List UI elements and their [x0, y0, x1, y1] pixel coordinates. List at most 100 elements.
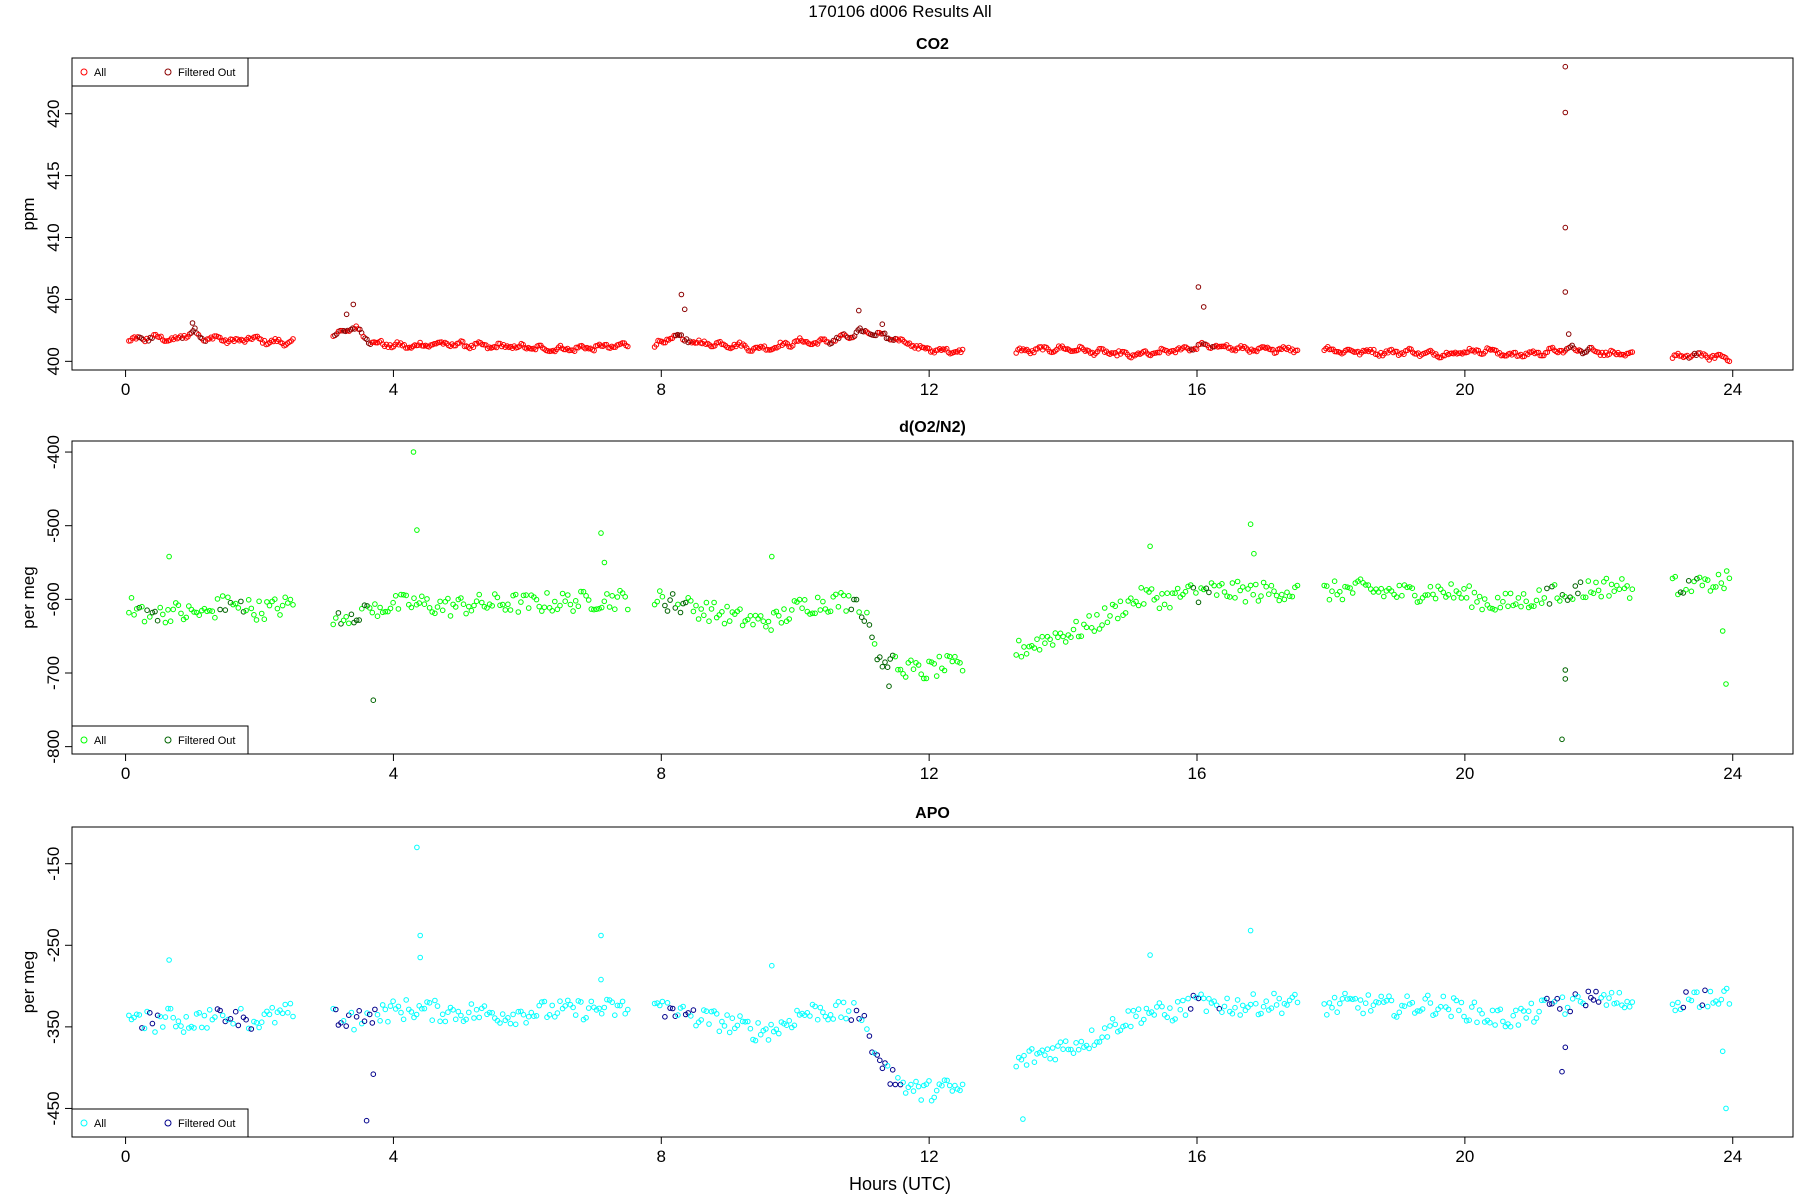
data-point	[918, 1097, 925, 1103]
data-point	[507, 607, 514, 613]
co2-legend-all-marker	[80, 68, 88, 76]
data-point	[1425, 992, 1431, 999]
data-point	[398, 1009, 404, 1016]
data-point	[1349, 996, 1356, 1003]
data-point	[466, 603, 472, 610]
data-point	[1624, 998, 1630, 1005]
data-point	[282, 1001, 289, 1008]
o2n2-x-tick-label: 16	[1188, 764, 1207, 783]
data-point	[1254, 348, 1260, 355]
data-point	[1538, 997, 1545, 1004]
data-point	[1083, 624, 1090, 631]
data-point	[1038, 344, 1044, 350]
data-point	[484, 605, 490, 611]
data-point	[1721, 585, 1727, 592]
spike-point	[1559, 1068, 1565, 1075]
spike-point	[414, 844, 420, 851]
filtered-point	[887, 1081, 894, 1087]
data-point	[946, 1082, 953, 1089]
data-point	[285, 1009, 291, 1016]
data-point	[1378, 585, 1384, 592]
data-point	[845, 1008, 852, 1014]
filtered-point	[861, 618, 868, 624]
data-point	[1344, 996, 1351, 1002]
data-point	[933, 1087, 940, 1094]
co2-legend-all-label: All	[94, 67, 106, 79]
data-point	[1704, 577, 1711, 583]
data-point	[1598, 994, 1604, 1001]
data-point	[178, 1023, 184, 1029]
data-point	[680, 1003, 686, 1010]
data-point	[1463, 1018, 1470, 1024]
data-point	[776, 613, 782, 619]
filtered-point	[1680, 590, 1687, 596]
data-point	[817, 607, 824, 613]
filtered-point	[369, 1020, 376, 1026]
data-point	[1049, 642, 1056, 648]
spike-point	[166, 957, 172, 963]
data-point	[1518, 603, 1524, 610]
data-point	[1422, 592, 1428, 599]
spike-point	[1719, 628, 1726, 634]
data-point	[1492, 607, 1498, 613]
data-point	[1329, 588, 1335, 595]
data-point	[1365, 582, 1372, 588]
data-point	[1342, 990, 1348, 997]
data-point	[1450, 595, 1457, 601]
filtered-point	[346, 1012, 352, 1019]
data-point	[180, 1029, 187, 1035]
data-point	[1211, 998, 1217, 1005]
data-point	[1611, 588, 1617, 595]
data-point	[1399, 1002, 1405, 1009]
data-point	[473, 598, 480, 605]
data-point	[585, 1005, 592, 1011]
data-point	[1240, 584, 1246, 590]
data-point	[1023, 1062, 1030, 1068]
data-point	[196, 1010, 202, 1016]
data-point	[609, 593, 616, 599]
filtered-point	[353, 1014, 360, 1020]
data-point	[703, 1008, 710, 1015]
spike-point	[1565, 331, 1572, 337]
data-point	[1528, 1000, 1535, 1007]
filtered-point	[1677, 589, 1684, 596]
data-point	[1557, 598, 1563, 604]
data-point	[1273, 592, 1280, 599]
data-point	[921, 675, 927, 682]
data-point	[1383, 998, 1390, 1004]
data-point	[525, 1013, 532, 1020]
data-point	[835, 604, 842, 610]
spike-point	[769, 553, 775, 560]
data-point	[747, 1025, 754, 1032]
data-point	[369, 609, 376, 616]
data-point	[494, 594, 501, 601]
data-point	[812, 1003, 818, 1010]
data-point	[654, 598, 661, 605]
spike-point	[417, 954, 424, 961]
filtered-point	[1577, 579, 1584, 586]
data-point	[525, 605, 532, 611]
filtered-point	[338, 621, 344, 627]
data-point	[1036, 647, 1043, 653]
filtered-point	[848, 606, 855, 613]
data-point	[910, 666, 917, 673]
data-point	[339, 327, 345, 334]
data-point	[688, 598, 694, 604]
data-point	[1710, 584, 1716, 590]
data-point	[1536, 1008, 1542, 1015]
data-point	[346, 620, 352, 627]
data-point	[554, 1010, 561, 1016]
data-point	[1018, 1056, 1025, 1063]
data-point	[607, 345, 613, 351]
filtered-point	[1216, 1005, 1223, 1012]
data-point	[1125, 1008, 1131, 1014]
data-point	[757, 613, 764, 619]
data-point	[1284, 589, 1290, 596]
filtered-point	[884, 664, 891, 671]
data-point	[170, 1014, 176, 1021]
data-point	[1112, 1021, 1118, 1028]
data-point	[450, 1007, 456, 1013]
data-point	[1616, 989, 1623, 996]
filtered-point	[881, 330, 888, 337]
filtered-point	[366, 1011, 373, 1018]
